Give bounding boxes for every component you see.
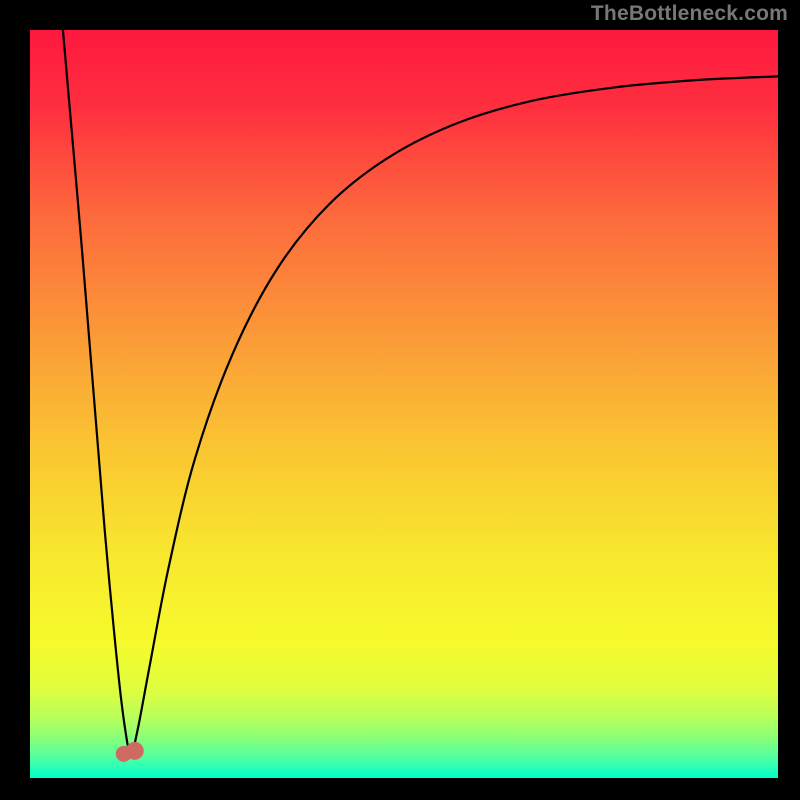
- gradient-plot-area: [30, 30, 778, 778]
- chart-container: TheBottleneck.com: [0, 0, 800, 800]
- bottleneck-chart: [0, 0, 800, 800]
- watermark-text: TheBottleneck.com: [591, 2, 788, 26]
